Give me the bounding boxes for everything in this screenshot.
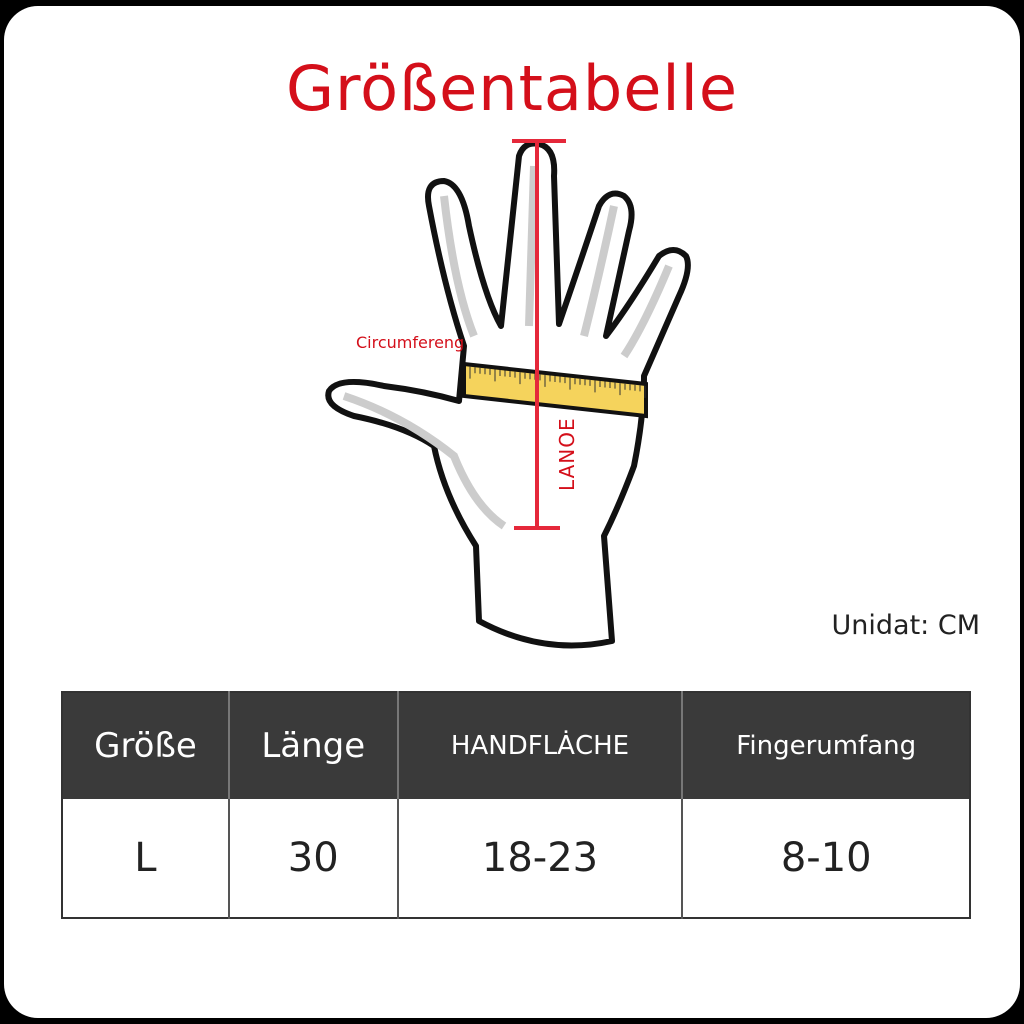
header-palm: HANDFLȦCHE xyxy=(397,692,684,799)
measuring-tape xyxy=(462,361,648,419)
table-row: L 30 18-23 8-10 xyxy=(62,799,970,918)
page-title: Größentabelle xyxy=(286,52,738,125)
size-table: Größe Länge HANDFLȦCHE Fingerumfang L 30… xyxy=(61,691,971,919)
circumference-label: Circumfereng xyxy=(356,333,465,352)
cell-size: L xyxy=(62,799,230,918)
unit-label: Unidat: CM xyxy=(831,610,980,641)
length-indicator xyxy=(512,139,566,530)
header-finger-circumference: Fingerumfang xyxy=(682,692,970,799)
size-chart-card: Größentabelle Circumfereng LANOE Unidat:… xyxy=(4,6,1020,1018)
cell-palm: 18-23 xyxy=(397,799,684,918)
header-size: Größe xyxy=(62,692,230,799)
table-header-row: Größe Länge HANDFLȦCHE Fingerumfang xyxy=(62,692,970,799)
hand-shading xyxy=(342,165,673,530)
cell-length: 30 xyxy=(228,799,399,918)
header-length: Länge xyxy=(228,692,399,799)
hand-diagram xyxy=(325,139,691,649)
length-label: LANOE xyxy=(555,417,579,491)
cell-finger: 8-10 xyxy=(780,835,872,881)
